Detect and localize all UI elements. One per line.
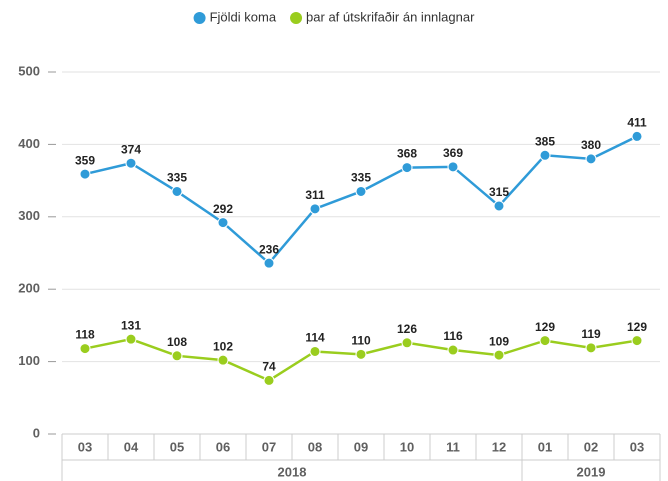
- x-tick-label: 03: [630, 439, 644, 454]
- data-label: 292: [213, 202, 233, 216]
- y-tick-label: 0: [33, 425, 40, 440]
- data-label: 374: [121, 142, 141, 156]
- data-point: [309, 203, 321, 215]
- data-point: [493, 349, 505, 361]
- data-label: 335: [351, 171, 371, 185]
- data-label: 109: [489, 334, 509, 348]
- x-tick-label: 04: [124, 439, 139, 454]
- data-point: [585, 153, 597, 165]
- data-label: 129: [535, 320, 555, 334]
- data-label: 369: [443, 146, 463, 160]
- x-group-label: 2019: [577, 464, 606, 479]
- legend-label: þar af útskrifaðir án innlagnar: [306, 9, 475, 24]
- data-point: [401, 337, 413, 349]
- x-tick-label: 10: [400, 439, 414, 454]
- data-label: 118: [75, 328, 95, 342]
- data-label: 368: [397, 147, 417, 161]
- x-tick-label: 12: [492, 439, 506, 454]
- data-point: [493, 200, 505, 212]
- data-label: 114: [305, 331, 325, 345]
- data-label: 108: [167, 335, 187, 349]
- data-label: 110: [351, 334, 371, 348]
- data-label: 380: [581, 138, 601, 152]
- data-label: 385: [535, 134, 555, 148]
- data-point: [447, 161, 459, 173]
- x-tick-label: 06: [216, 439, 230, 454]
- x-tick-label: 09: [354, 439, 368, 454]
- legend-marker: [193, 12, 206, 24]
- data-point: [447, 344, 459, 356]
- series-line: [84, 135, 638, 265]
- x-tick-label: 11: [446, 439, 460, 454]
- data-point: [539, 149, 551, 161]
- data-label: 129: [627, 320, 647, 334]
- data-label: 335: [167, 171, 187, 185]
- data-point: [217, 217, 229, 229]
- x-group-label: 2018: [278, 464, 307, 479]
- data-point: [171, 185, 183, 197]
- x-tick-label: 03: [78, 439, 92, 454]
- data-point: [631, 130, 643, 142]
- data-point: [125, 157, 137, 169]
- data-label: 116: [443, 329, 463, 343]
- x-tick-label: 08: [308, 439, 322, 454]
- data-point: [171, 350, 183, 362]
- x-tick-label: 07: [262, 439, 276, 454]
- y-tick-label: 200: [18, 281, 40, 296]
- y-tick-label: 300: [18, 208, 40, 223]
- data-point: [585, 342, 597, 354]
- data-point: [79, 343, 91, 355]
- x-tick-label: 05: [170, 439, 184, 454]
- data-point: [631, 335, 643, 347]
- y-tick-label: 500: [18, 63, 40, 78]
- legend-marker: [290, 12, 303, 24]
- data-point: [539, 335, 551, 347]
- y-tick-label: 100: [18, 353, 40, 368]
- data-point: [309, 345, 321, 357]
- data-point: [263, 257, 275, 269]
- data-point: [217, 354, 229, 366]
- data-point: [355, 185, 367, 197]
- data-label: 315: [489, 185, 509, 199]
- data-point: [263, 374, 275, 386]
- data-label: 119: [581, 327, 601, 341]
- data-label: 359: [75, 153, 95, 167]
- data-label: 411: [627, 116, 647, 130]
- x-tick-label: 02: [584, 439, 598, 454]
- y-tick-label: 400: [18, 136, 40, 151]
- x-tick-label: 01: [538, 439, 552, 454]
- data-label: 126: [397, 322, 417, 336]
- data-point: [401, 162, 413, 174]
- data-point: [79, 168, 91, 180]
- data-label: 236: [259, 242, 279, 256]
- data-label: 74: [262, 360, 276, 374]
- data-point: [125, 333, 137, 345]
- legend-label: Fjöldi koma: [210, 9, 277, 24]
- data-label: 102: [213, 339, 233, 353]
- data-label: 311: [305, 188, 325, 202]
- data-point: [355, 348, 367, 360]
- data-label: 131: [121, 318, 141, 332]
